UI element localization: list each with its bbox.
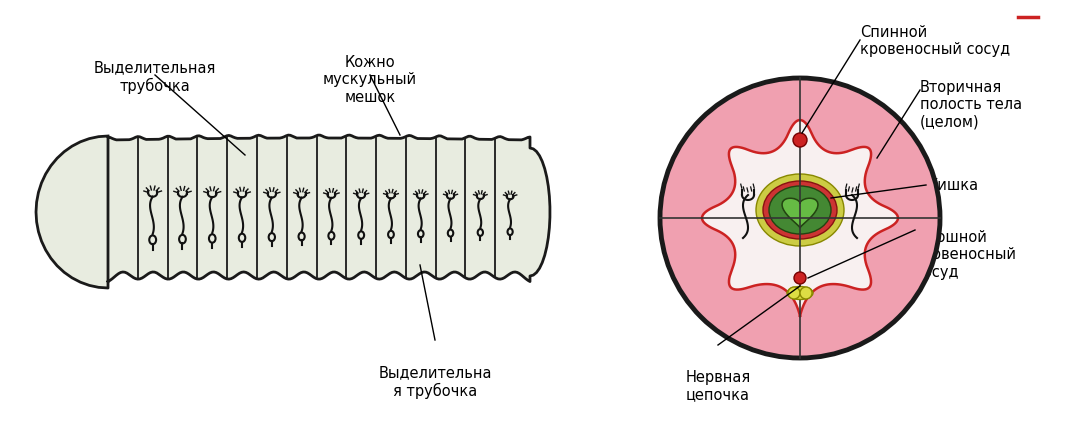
Text: Выделительна
я трубочка: Выделительна я трубочка — [378, 365, 491, 399]
Ellipse shape — [769, 186, 831, 234]
Polygon shape — [36, 135, 550, 288]
Ellipse shape — [756, 174, 844, 246]
Polygon shape — [782, 198, 818, 228]
Text: Кожно
мускульный
мешок: Кожно мускульный мешок — [323, 55, 418, 105]
Circle shape — [800, 287, 812, 299]
Text: Выделительная
трубочка: Выделительная трубочка — [94, 60, 216, 94]
Text: Брюшной
кровеносный
сосуд: Брюшной кровеносный сосуд — [915, 230, 1017, 280]
Circle shape — [794, 272, 806, 284]
Polygon shape — [702, 120, 898, 316]
Text: Нервная
цепочка: Нервная цепочка — [686, 370, 751, 403]
Circle shape — [794, 133, 807, 147]
Circle shape — [660, 78, 940, 358]
Text: Кишка: Кишка — [928, 177, 979, 193]
Text: Вторичная
полость тела
(целом): Вторичная полость тела (целом) — [920, 80, 1022, 130]
Circle shape — [788, 287, 800, 299]
Text: Спинной
кровеносный сосуд: Спинной кровеносный сосуд — [860, 25, 1010, 57]
Ellipse shape — [787, 286, 813, 300]
Ellipse shape — [763, 181, 837, 239]
